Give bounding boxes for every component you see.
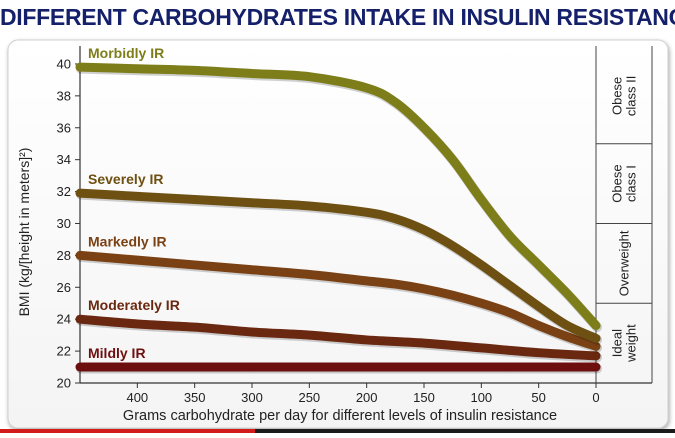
y-tick-label: 22	[57, 344, 71, 359]
video-progress-fill[interactable]	[0, 429, 255, 433]
series-label-mildly-ir: Mildly IR	[88, 345, 146, 361]
series-label-morbidly-ir: Morbidly IR	[88, 45, 164, 61]
y-tick-label: 28	[57, 248, 71, 263]
band-label-group: Ideal weight	[610, 324, 639, 363]
x-tick-label: 250	[298, 390, 320, 405]
x-tick-label: 100	[470, 390, 492, 405]
series-line-markedly-ir	[75, 250, 601, 351]
x-tick-label: 50	[531, 390, 545, 405]
y-tick-label: 38	[57, 88, 71, 103]
video-progress-track[interactable]	[0, 429, 675, 433]
series-line-severely-ir	[75, 188, 601, 343]
y-tick-label: 34	[57, 152, 71, 167]
series-line-morbidly-ir	[75, 62, 601, 331]
x-tick-label: 0	[592, 390, 599, 405]
band-label-group: Obese class II	[610, 76, 639, 116]
x-tick-label: 300	[241, 390, 263, 405]
y-tick-label: 20	[57, 376, 71, 391]
y-tick-label: 40	[57, 56, 71, 71]
y-tick-label: 30	[57, 216, 71, 231]
chart-title: DIFFERENT CARBOHYDRATES INTAKE IN INSULI…	[0, 4, 675, 30]
x-axis-label: Grams carbohydrate per day for different…	[122, 408, 558, 424]
y-tick-label: 26	[57, 280, 71, 295]
band-label: class II	[624, 76, 639, 116]
chart-background	[7, 39, 669, 429]
band-label-group: Overweight	[617, 230, 632, 296]
series-label-moderately-ir: Moderately IR	[88, 297, 180, 313]
series-line-moderately-ir	[75, 314, 601, 361]
band-label: class I	[624, 165, 639, 202]
band-label: Overweight	[617, 230, 632, 296]
band-label-group: Obese class I	[610, 164, 639, 202]
series-label-markedly-ir: Markedly IR	[88, 233, 167, 249]
band-label: Ideal	[610, 329, 625, 357]
band-label: weight	[624, 324, 639, 363]
x-tick-label: 350	[184, 390, 206, 405]
y-tick-label: 24	[57, 312, 71, 327]
band-label: Obese	[610, 164, 625, 202]
y-tick-label: 32	[57, 184, 71, 199]
x-tick-label: 400	[126, 390, 148, 405]
y-axis-label: BMI (kg/[height in meters]²)	[16, 147, 32, 317]
x-tick-label: 150	[413, 390, 435, 405]
series-label-severely-ir: Severely IR	[88, 171, 164, 187]
y-tick-label: 36	[57, 120, 71, 135]
x-tick-label: 200	[356, 390, 378, 405]
band-label: Obese	[610, 77, 625, 115]
